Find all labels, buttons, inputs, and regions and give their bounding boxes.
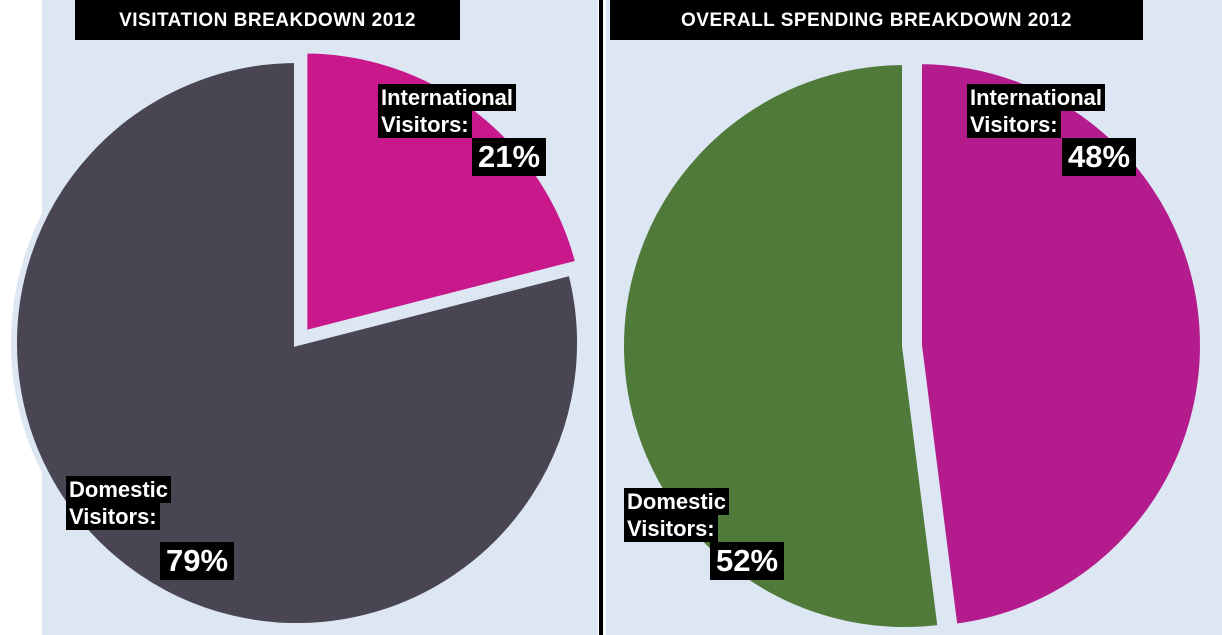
slice-label: International Visitors: bbox=[967, 84, 1106, 138]
slice-label-box: International Visitors: bbox=[378, 84, 538, 138]
slice-label-box: International Visitors: bbox=[967, 84, 1127, 138]
slice-label-box: Domestic Visitors: bbox=[66, 476, 226, 530]
chart-title: VISITATION BREAKDOWN 2012 bbox=[75, 0, 460, 40]
slice-label: International Visitors: bbox=[378, 84, 517, 138]
value-label: 52% bbox=[710, 542, 785, 580]
value-label: 48% bbox=[1062, 138, 1137, 176]
value-label: 79% bbox=[160, 542, 235, 580]
slice-label: Domestic Visitors: bbox=[66, 476, 172, 530]
divider bbox=[599, 0, 603, 635]
chart-title: OVERALL SPENDING BREAKDOWN 2012 bbox=[610, 0, 1143, 40]
slice-label-box: Domestic Visitors: bbox=[624, 488, 784, 542]
slice-label: Domestic Visitors: bbox=[624, 488, 730, 542]
value-label: 21% bbox=[472, 138, 547, 176]
pie-slice bbox=[618, 58, 944, 633]
